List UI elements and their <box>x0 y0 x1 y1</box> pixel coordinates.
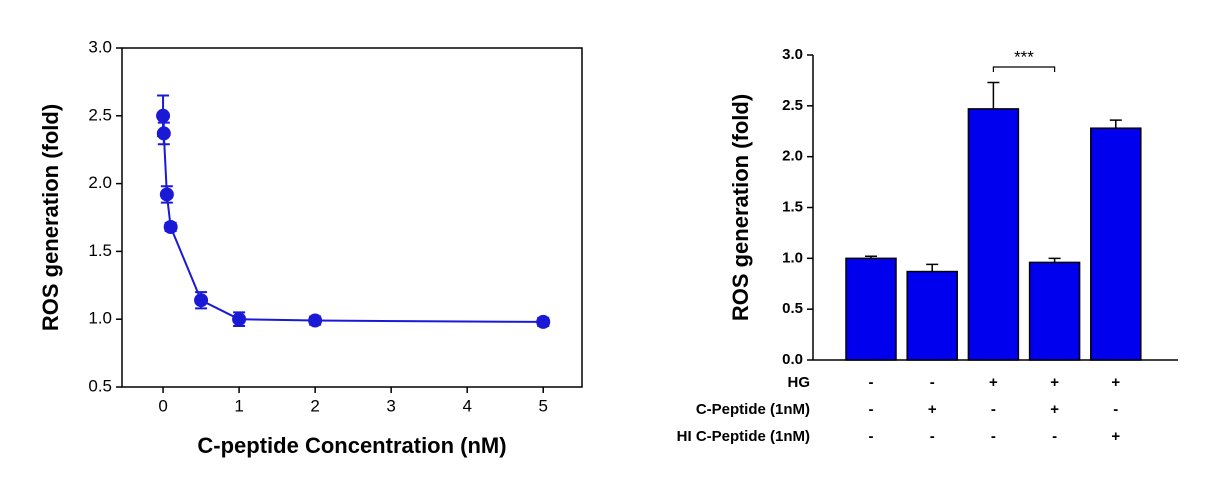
row-sign: - <box>930 428 935 445</box>
y-tick-label: 2.0 <box>782 148 803 165</box>
x-tick-label: 5 <box>538 396 547 415</box>
row-sign: - <box>869 428 874 445</box>
x-tick-label: 2 <box>310 396 319 415</box>
y-tick-label: 1.5 <box>88 241 112 260</box>
y-tick-label: 1.0 <box>782 249 803 266</box>
data-point <box>232 312 247 327</box>
bar <box>1090 127 1142 361</box>
y-tick-label: 2.0 <box>88 173 112 192</box>
y-axis-title: ROS generation (fold) <box>728 94 753 321</box>
y-tick-label: 0.5 <box>782 300 803 317</box>
y-tick-label: 2.5 <box>88 105 112 124</box>
row-sign: - <box>930 374 935 391</box>
data-point <box>156 126 171 141</box>
bar <box>845 257 897 361</box>
data-point <box>159 187 174 202</box>
y-tick-label: 0.5 <box>88 376 112 395</box>
bar <box>967 108 1020 361</box>
x-tick-label: 0 <box>158 396 167 415</box>
data-point <box>194 293 209 308</box>
row-sign: + <box>1050 401 1059 418</box>
x-tick-label: 1 <box>234 396 243 415</box>
y-tick-label: 0.0 <box>782 351 803 368</box>
row-sign: + <box>928 401 937 418</box>
row-sign: - <box>1052 428 1057 445</box>
row-label: HG <box>788 374 811 391</box>
row-sign: - <box>991 401 996 418</box>
bar <box>906 270 958 361</box>
data-point <box>156 108 171 123</box>
x-tick-label: 4 <box>462 396 471 415</box>
data-point <box>308 313 323 328</box>
y-tick-label: 3.0 <box>782 46 803 63</box>
y-axis-title: ROS generation (fold) <box>38 104 63 331</box>
row-sign: - <box>869 401 874 418</box>
row-sign: - <box>869 374 874 391</box>
error-bar <box>926 263 939 272</box>
x-tick-label: 3 <box>386 396 395 415</box>
y-tick-label: 2.5 <box>782 97 803 114</box>
significance-label: *** <box>1014 47 1034 66</box>
y-tick-label: 3.0 <box>88 37 112 56</box>
plot-frame <box>121 47 583 388</box>
row-sign: + <box>1111 374 1120 391</box>
row-sign: - <box>991 428 996 445</box>
error-bar <box>1109 119 1122 129</box>
series-line <box>162 115 544 323</box>
row-label: C-Peptide (1nM) <box>696 401 810 418</box>
error-bar <box>987 81 1000 109</box>
row-sign: - <box>1113 401 1118 418</box>
y-tick-label: 1.5 <box>782 198 803 215</box>
y-tick-label: 1.0 <box>88 309 112 328</box>
data-point <box>536 314 551 329</box>
data-point <box>163 219 178 234</box>
row-sign: + <box>1050 374 1059 391</box>
row-sign: + <box>989 374 998 391</box>
significance-bracket <box>992 66 1056 72</box>
row-label: HI C-Peptide (1nM) <box>677 428 810 445</box>
bar <box>1028 261 1081 361</box>
x-axis-title: C-peptide Concentration (nM) <box>197 433 506 458</box>
row-sign: + <box>1111 428 1120 445</box>
